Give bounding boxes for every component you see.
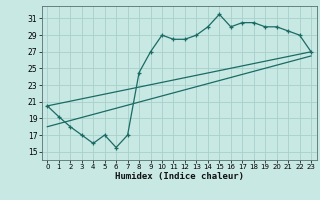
X-axis label: Humidex (Indice chaleur): Humidex (Indice chaleur) xyxy=(115,172,244,181)
